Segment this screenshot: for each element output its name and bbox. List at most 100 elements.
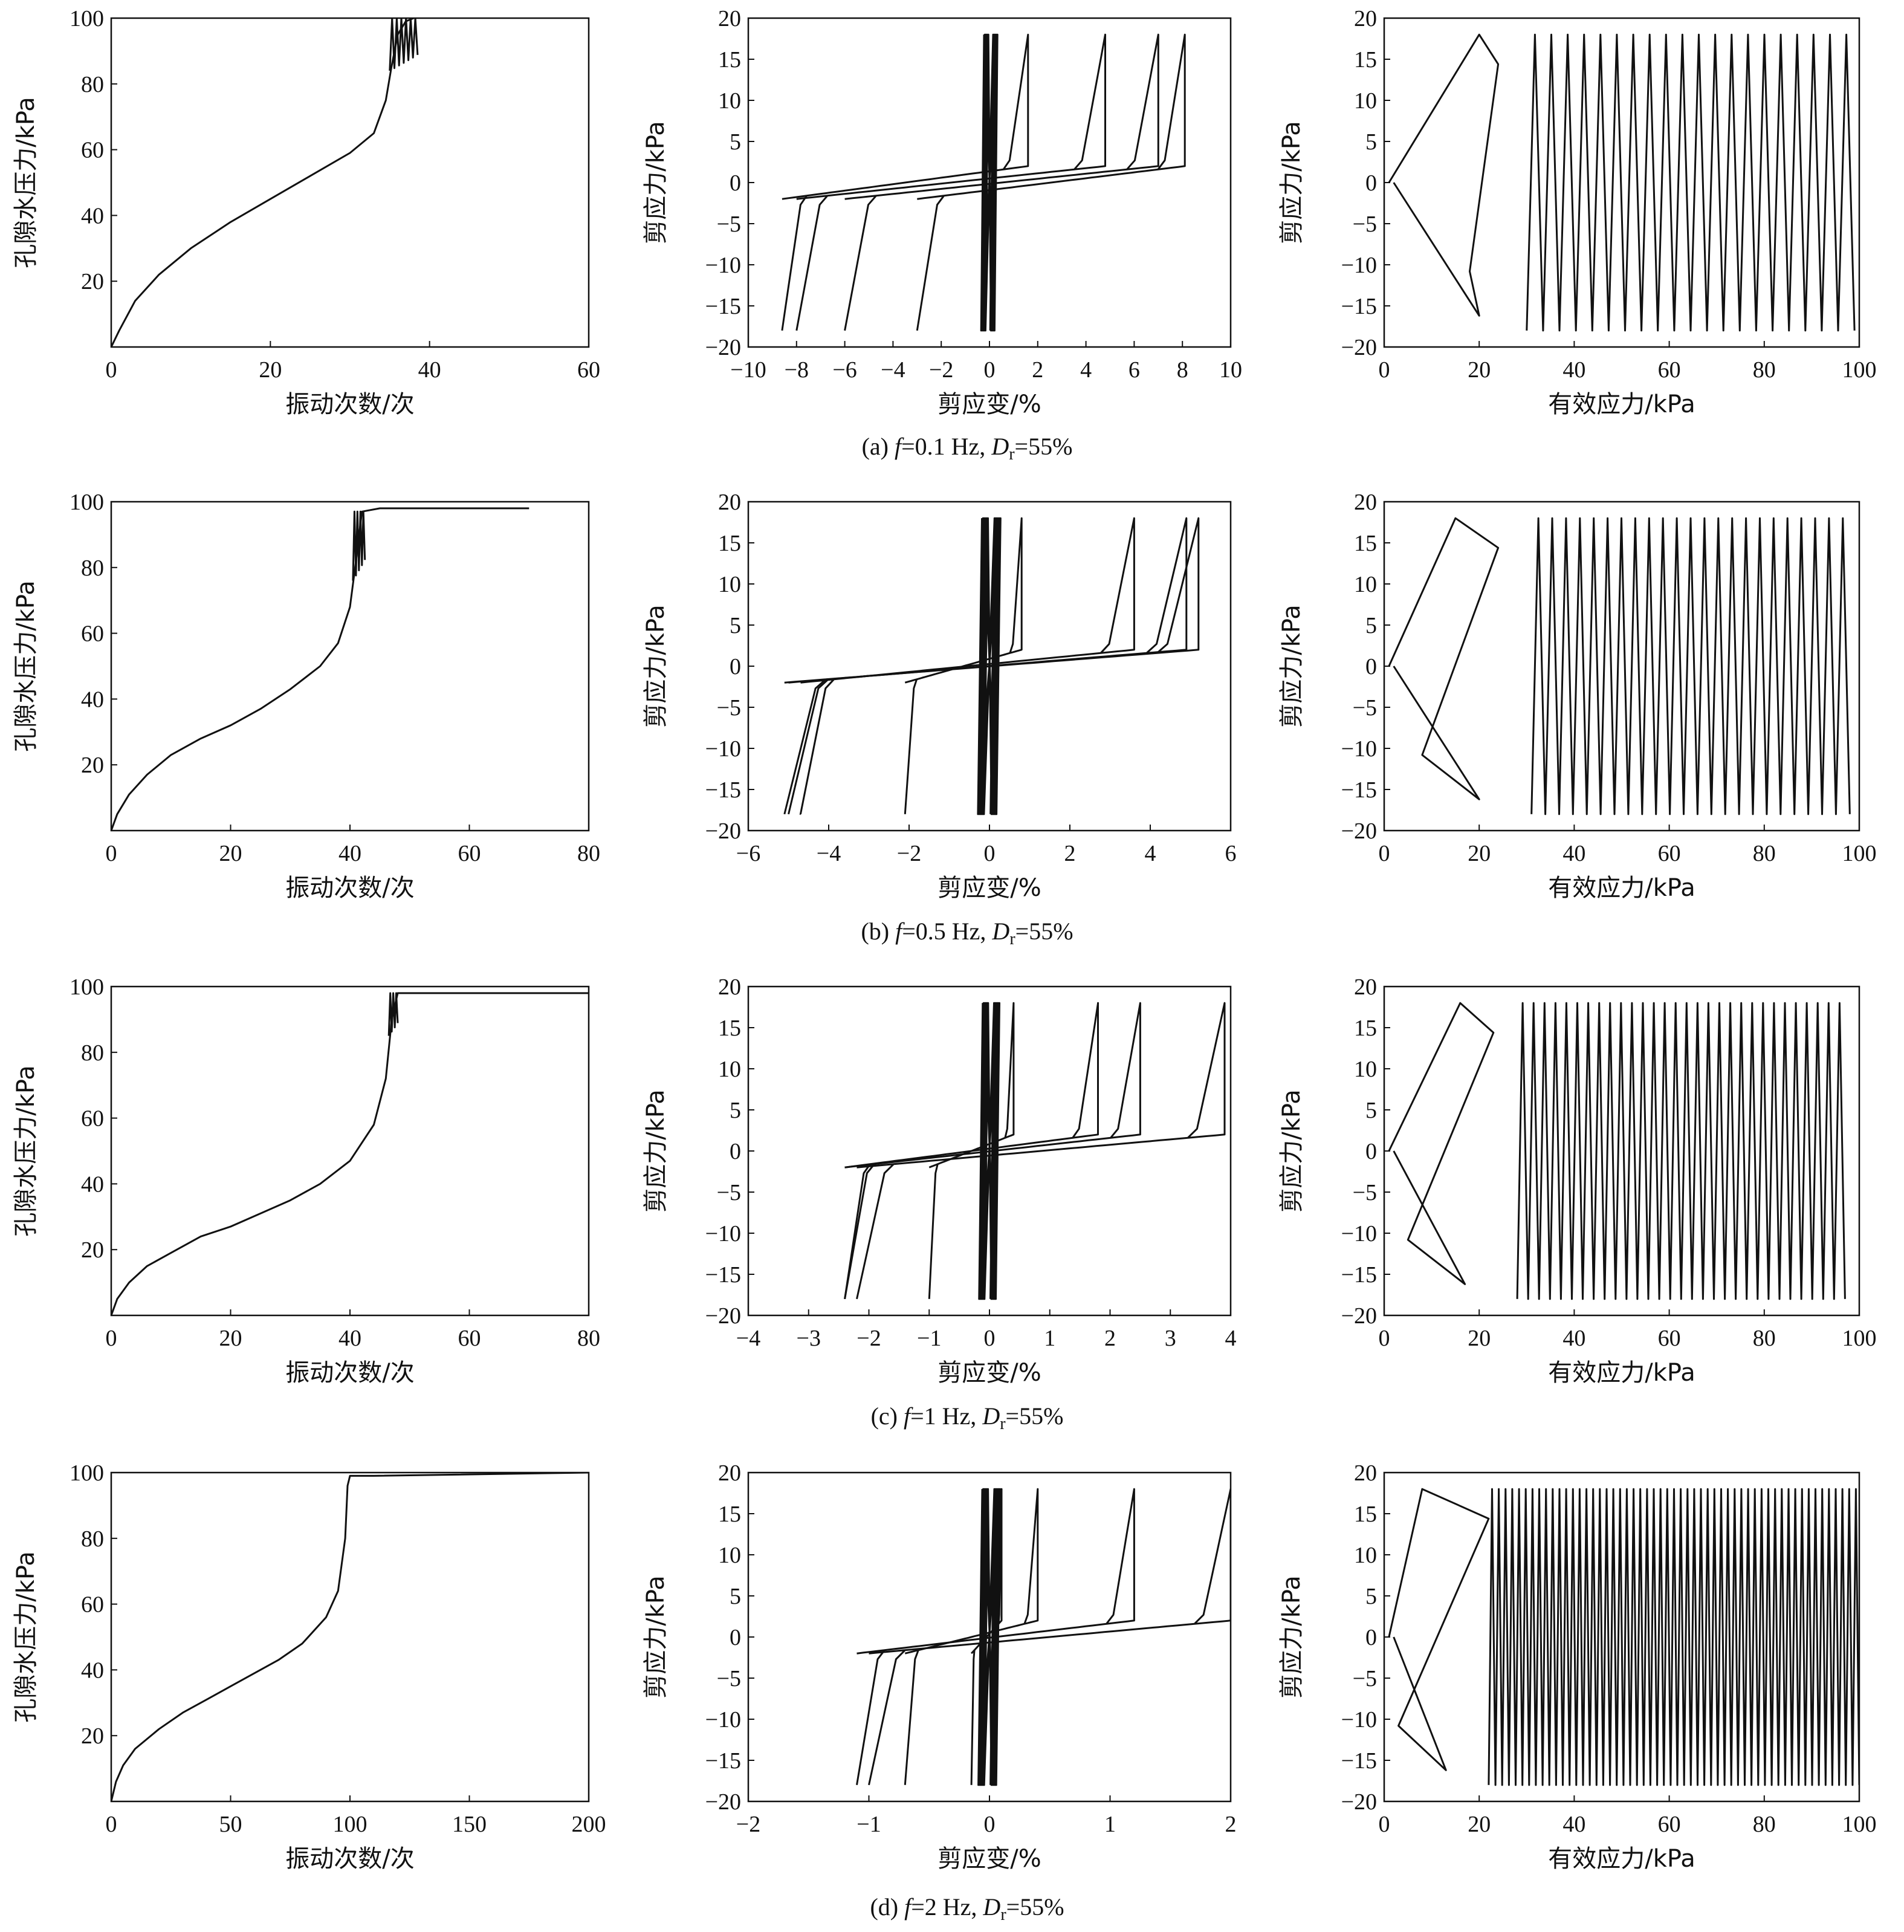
pore-pressure-line <box>111 1473 589 1801</box>
pore-pressure-oscillation <box>352 510 366 581</box>
y-tick-label: −20 <box>1341 335 1377 360</box>
x-tick-label: −4 <box>881 357 905 383</box>
hysteresis-loop-2 <box>799 517 1135 815</box>
series-group <box>844 1002 1226 1300</box>
x-tick-label: 60 <box>458 841 481 866</box>
x-tick-label: 60 <box>1658 1326 1681 1351</box>
x-tick-label: 20 <box>1468 357 1491 383</box>
hysteresis-loop-1 <box>904 517 1023 814</box>
x-tick-label: 20 <box>219 841 242 866</box>
x-tick-label: 50 <box>219 1812 242 1837</box>
x-tick-label: 1 <box>1044 1326 1055 1351</box>
x-tick-label: 0 <box>106 841 117 866</box>
y-tick-label: 10 <box>718 88 741 114</box>
x-tick-label: 8 <box>1177 357 1188 383</box>
hysteresis-loop-2 <box>844 1002 1099 1300</box>
y-tick-label: 20 <box>718 490 741 515</box>
y-tick-label: −15 <box>1341 294 1377 319</box>
chart-c1: 0 20 40 60 80 20 40 60 80 100 振动次数/次 孔隙水压力/kPa <box>12 974 600 1387</box>
y-tick-label: −10 <box>1341 1221 1377 1246</box>
pore-pressure-oscillation <box>389 18 419 71</box>
x-tick-label: 60 <box>1658 841 1681 866</box>
hysteresis-loop-3 <box>844 33 1159 331</box>
y-tick-label: −5 <box>717 1180 741 1205</box>
stress-path-cycles <box>1530 517 1851 815</box>
x-tick-label: 100 <box>1842 841 1877 866</box>
x-tick-label: 150 <box>452 1812 487 1837</box>
x-tick-label: 0 <box>984 357 996 383</box>
stress-path-initial <box>1388 1002 1495 1285</box>
y-tick-label: 15 <box>1354 47 1377 73</box>
chart-b2: −6 −4 −2 0 2 4 6−20−15−10−505101520剪应变/%剪应力/kP… <box>642 490 1237 902</box>
y-tick-label: −15 <box>705 777 741 803</box>
y-tick-label: 60 <box>81 138 104 163</box>
x-axis-label: 剪应变/% <box>937 391 1041 418</box>
chart-a3: 0 20 40 60 80 100 −20 −15 −10 −5 0 5 10 15 20 有效应力/kPa 剪… <box>1278 6 1877 418</box>
y-tick-label: −20 <box>705 819 741 844</box>
y-axis-label: 剪应力/kPa <box>1278 605 1306 727</box>
x-tick-label: 3 <box>1165 1326 1176 1351</box>
y-tick-label: −15 <box>705 1262 741 1288</box>
x-tick-label: 20 <box>1468 1812 1491 1837</box>
y-tick-label: 80 <box>81 72 104 97</box>
hysteresis-loop-4 <box>856 1002 1226 1300</box>
pore-pressure-line <box>111 18 414 347</box>
y-axis-label: 孔隙水压力/kPa <box>12 1065 40 1236</box>
chart-c2: −4 −3 −2 −1 0 1 2 3 4−20−15−10−505101520剪应变/%剪应力… <box>642 974 1237 1387</box>
plot-frame <box>110 501 590 832</box>
x-tick-label: 80 <box>1753 841 1776 866</box>
x-tick-label: −4 <box>817 841 841 866</box>
y-tick-label: −20 <box>705 1303 741 1329</box>
x-tick-label: 60 <box>1658 1812 1681 1837</box>
series-group <box>1388 1488 1859 1786</box>
y-axis-label: 孔隙水压力/kPa <box>12 580 40 751</box>
y-tick-label: 15 <box>1354 531 1377 556</box>
y-tick-label: 20 <box>81 269 104 294</box>
series-group <box>111 1473 589 1801</box>
captions: (a) f=0.1 Hz, Dr=55% (b) f=0.5 Hz, Dr=55… <box>861 433 1073 1924</box>
x-axis-label: 剪应变/% <box>937 874 1041 902</box>
y-tick-label: 5 <box>1365 613 1377 638</box>
y-tick-label: 60 <box>81 1592 104 1618</box>
y-tick-label: 20 <box>1354 974 1377 1000</box>
x-tick-label: 2 <box>1225 1812 1237 1837</box>
chart-c3: 0 20 40 60 80 100 −20 −15 −10 −5 0 5 10 15 20 有效应力/kPa 剪… <box>1278 974 1877 1387</box>
x-axis-label: 振动次数/次 <box>285 1845 414 1873</box>
y-tick-label: 5 <box>730 1098 741 1123</box>
x-axis-label: 剪应变/% <box>937 1359 1041 1387</box>
y-tick-label: 5 <box>730 1584 741 1609</box>
y-tick-label: 0 <box>1365 654 1377 679</box>
y-tick-label: 15 <box>718 1502 741 1527</box>
y-tick-label: −15 <box>1341 1748 1377 1774</box>
y-tick-label: −5 <box>1353 695 1377 721</box>
x-tick-label: 80 <box>1753 357 1776 383</box>
y-tick-label: 20 <box>718 1460 741 1486</box>
x-tick-label: 100 <box>1842 357 1877 383</box>
x-tick-label: 80 <box>577 1326 600 1351</box>
x-tick-label: 4 <box>1080 357 1092 383</box>
x-tick-label: −2 <box>736 1812 760 1837</box>
y-tick-label: 40 <box>81 1658 104 1683</box>
y-tick-label: 10 <box>1354 1057 1377 1082</box>
x-tick-label: −4 <box>736 1326 760 1351</box>
x-tick-label: 20 <box>219 1326 242 1351</box>
x-tick-label: 0 <box>984 841 996 866</box>
y-tick-label: 15 <box>1354 1016 1377 1041</box>
chart-d1: 0 50 100 150 200 20 40 60 80 100 振动次数/次 孔隙水压力/kPa <box>12 1460 606 1873</box>
y-tick-label: 0 <box>1365 1139 1377 1164</box>
x-axis-label: 有效应力/kPa <box>1548 1359 1695 1387</box>
hysteresis-loop-4 <box>868 1488 1231 1786</box>
pore-pressure-line <box>111 507 529 831</box>
x-tick-label: 0 <box>106 1812 117 1837</box>
hysteresis-loop-3 <box>844 1002 1141 1300</box>
hysteresis-loop-1 <box>928 1002 1015 1299</box>
x-tick-label: 40 <box>1562 841 1585 866</box>
y-tick-label: 20 <box>81 1237 104 1263</box>
stress-path-initial <box>1388 33 1500 317</box>
stress-path-cycles <box>1488 1488 1859 1786</box>
x-tick-label: 0 <box>106 1326 117 1351</box>
y-tick-label: −10 <box>705 253 741 278</box>
y-tick-label: −20 <box>705 335 741 360</box>
y-tick-label: −10 <box>705 1221 741 1246</box>
y-tick-label: 5 <box>1365 129 1377 155</box>
